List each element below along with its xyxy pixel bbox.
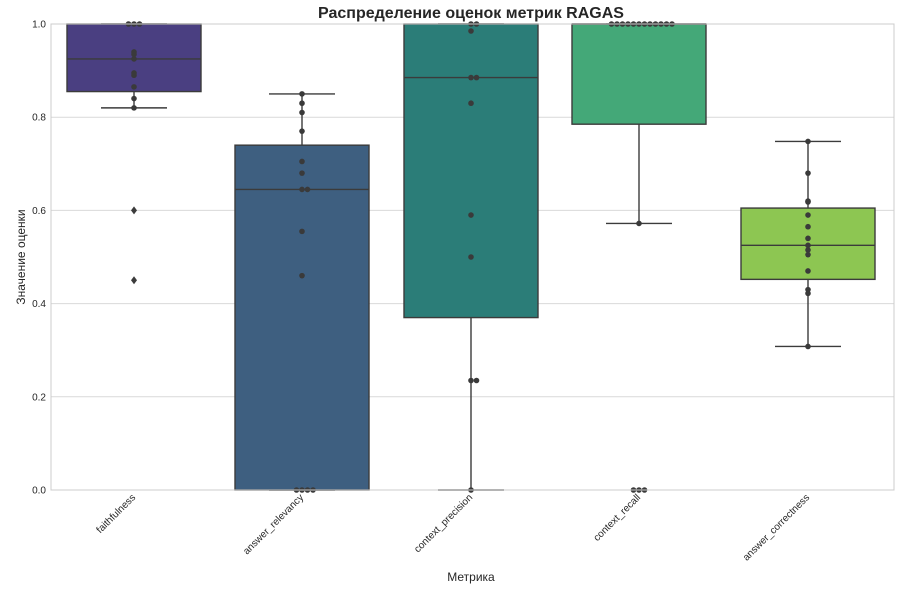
data-point — [299, 170, 305, 176]
y-tick-label: 0.4 — [32, 299, 46, 310]
box-answer-relevancy — [234, 93, 370, 491]
data-point — [473, 74, 480, 81]
data-point — [299, 186, 305, 193]
data-point — [805, 138, 811, 145]
data-point — [468, 74, 474, 81]
data-point — [805, 212, 811, 218]
data-point — [468, 212, 474, 218]
data-point — [304, 186, 311, 193]
data-point — [805, 247, 811, 253]
data-point — [131, 95, 137, 102]
data-point — [468, 100, 474, 107]
data-point — [299, 109, 305, 116]
data-point — [299, 272, 305, 279]
data-point — [131, 84, 137, 90]
y-tick-labels: 0.0 0.2 0.4 0.6 0.8 1.0 — [32, 20, 46, 497]
data-point — [299, 228, 305, 235]
y-tick-label: 1.0 — [32, 20, 46, 31]
data-point — [805, 343, 811, 350]
data-point — [805, 242, 811, 249]
data-point — [805, 290, 811, 297]
iqr-box — [403, 23, 539, 319]
data-point — [636, 220, 642, 227]
data-point — [468, 377, 474, 384]
x-axis-label: Метрика — [447, 570, 495, 584]
data-point — [805, 170, 811, 176]
y-tick-label: 0.6 — [32, 206, 46, 217]
data-point — [131, 105, 137, 111]
y-axis-label: Значение оценки — [14, 209, 28, 304]
iqr-box — [234, 144, 370, 491]
data-point — [805, 268, 811, 274]
data-point — [131, 51, 137, 58]
outlier-marker — [131, 206, 137, 215]
data-point — [131, 56, 137, 62]
outlier-marker — [131, 276, 137, 285]
data-point — [805, 235, 811, 242]
data-point — [299, 91, 305, 97]
iqr-box — [571, 23, 707, 125]
data-point — [805, 223, 811, 230]
point-group — [125, 21, 811, 493]
data-point — [468, 254, 474, 260]
data-point — [299, 158, 305, 165]
data-point — [131, 72, 137, 79]
box-answer-correctness — [740, 140, 876, 348]
data-point — [299, 128, 305, 134]
data-point — [805, 251, 811, 258]
data-point — [805, 199, 811, 205]
y-tick-label: 0.0 — [32, 486, 46, 497]
data-point — [473, 377, 480, 384]
plot-frame — [50, 23, 895, 491]
data-point — [468, 28, 474, 34]
data-point — [299, 100, 305, 107]
y-tick-label: 0.2 — [32, 392, 46, 403]
chart-title: Распределение оценок метрик RAGAS — [318, 5, 624, 22]
box-group — [66, 23, 876, 491]
y-tick-label: 0.8 — [32, 113, 46, 124]
